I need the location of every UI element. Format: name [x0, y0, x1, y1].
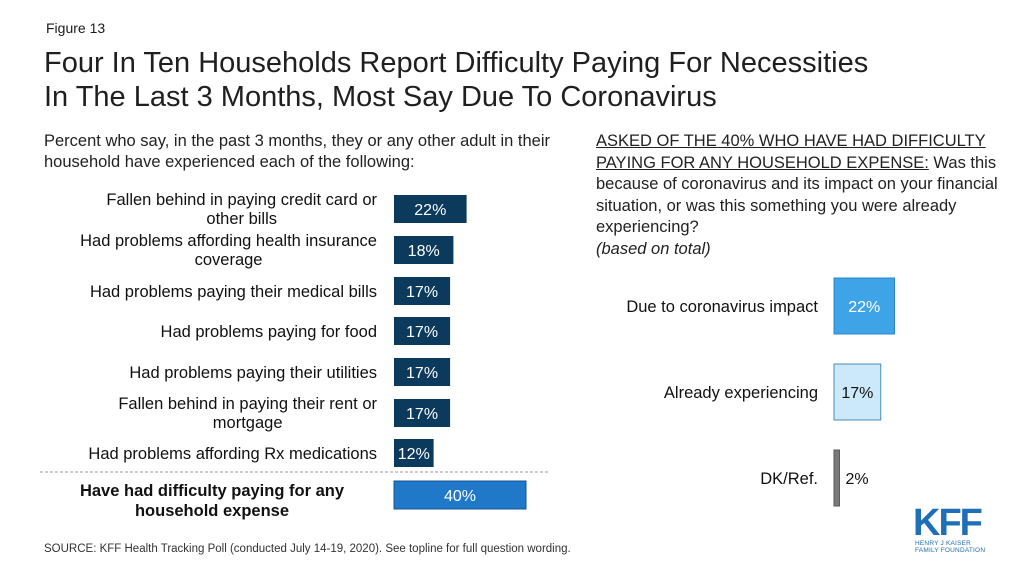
chart-subtitle: Percent who say, in the past 3 months, t…	[44, 132, 550, 171]
question-text: ASKED OF THE 40% WHO HAVE HAD DIFFICULTY…	[596, 131, 1021, 260]
bar-label-4: 17%	[406, 365, 438, 382]
bar-label-6: 12%	[398, 446, 430, 463]
question-body: Was this because of coronavirus and its …	[596, 153, 998, 237]
bar-4	[394, 358, 451, 386]
title-line-1: Four In Ten Households Report Difficulty…	[44, 47, 869, 79]
bar-2	[394, 277, 451, 305]
category-label-6-0: Had problems affording Rx medications	[88, 445, 377, 463]
right-category-label-1: Already experiencing	[664, 384, 818, 402]
bar-label-5: 17%	[406, 406, 438, 423]
bar-3	[394, 317, 451, 345]
bar-label-3: 17%	[406, 324, 438, 341]
category-label-1-0: Had problems affording health insurance	[80, 232, 377, 250]
category-label-0-0: Fallen behind in paying credit card or	[106, 191, 377, 209]
total-category-label-1: household expense	[135, 502, 289, 520]
question-note: (based on total)	[596, 239, 711, 258]
figure-label: Figure 13	[46, 20, 106, 36]
right-bar-0	[833, 277, 895, 335]
total-category-label-0: Have had difficulty paying for any	[80, 482, 345, 500]
category-label-4-0: Had problems paying their utilities	[129, 364, 377, 382]
category-label-0-1: other bills	[206, 210, 277, 228]
total-bar	[393, 480, 527, 510]
kff-logo: KFF HENRY J KAISER FAMILY FOUNDATION	[911, 502, 991, 560]
total-bar-label: 40%	[444, 488, 476, 505]
page-title: Four In Ten Households Report Difficulty…	[44, 46, 994, 114]
right-bar-label-1: 17%	[841, 385, 873, 402]
bar-5	[394, 399, 451, 427]
category-label-2-0: Had problems paying their medical bills	[90, 283, 377, 301]
bar-label-1: 18%	[408, 243, 440, 260]
right-bar-2	[833, 449, 840, 507]
bar-0	[394, 195, 467, 223]
category-label-5-1: mortgage	[213, 414, 283, 432]
bar-label-2: 17%	[406, 284, 438, 301]
logo-text: KFF	[913, 502, 983, 544]
bar-6	[394, 439, 434, 467]
bar-label-0: 22%	[414, 202, 446, 219]
source-note: SOURCE: KFF Health Tracking Poll (conduc…	[44, 543, 571, 555]
logo-subtext: HENRY J KAISER FAMILY FOUNDATION	[915, 540, 986, 554]
right-bar-label-0: 22%	[848, 299, 880, 316]
right-category-label-0: Due to coronavirus impact	[626, 298, 818, 316]
category-label-5-0: Fallen behind in paying their rent or	[118, 395, 377, 413]
title-line-2: In The Last 3 Months, Most Say Due To Co…	[44, 81, 717, 113]
right-bar-1	[833, 363, 882, 421]
bar-1	[394, 236, 454, 264]
right-category-label-2: DK/Ref.	[760, 470, 818, 488]
category-label-1-1: coverage	[195, 251, 263, 269]
right-bar-label-2: 2%	[846, 471, 869, 488]
question-underlined: ASKED OF THE 40% WHO HAVE HAD DIFFICULTY…	[596, 132, 986, 172]
category-label-3-0: Had problems paying for food	[161, 323, 377, 341]
